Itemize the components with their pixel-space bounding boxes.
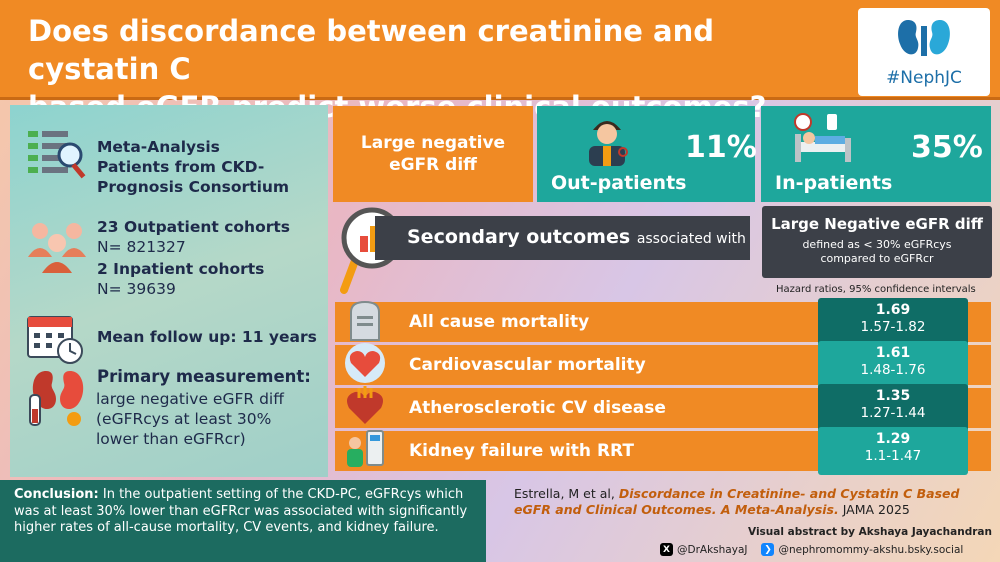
- hazard-ratio-box: 1.61 1.48-1.76: [818, 341, 968, 389]
- primary-measurement-line-2: (eGFRcys at least 30%: [96, 410, 272, 428]
- outcome-row: Atherosclerotic CV disease 1.35 1.27-1.4…: [335, 384, 991, 432]
- x-handle-text: @DrAkshayaJ: [677, 543, 748, 556]
- definition-box: Large Negative eGFR diff defined as < 30…: [762, 206, 992, 278]
- outpatient-percent: 11%: [685, 130, 757, 165]
- citation: Estrella, M et al, Discordance in Creati…: [514, 486, 974, 518]
- hazard-ratio-caption: Hazard ratios, 95% confidence intervals: [776, 284, 976, 295]
- nephjc-logo: #NephJC: [858, 8, 990, 96]
- mean-followup: Mean follow up: 11 years: [97, 328, 317, 346]
- confidence-interval: 1.57-1.82: [860, 319, 926, 335]
- title-line-1: Does discordance between creatinine and …: [28, 14, 714, 86]
- citation-journal: JAMA 2025: [842, 502, 910, 517]
- study-type: Meta-Analysis: [97, 138, 220, 156]
- definition-line-1: defined as < 30% eGFRcys: [802, 238, 952, 251]
- outpatient-doctor-icon: [589, 121, 628, 166]
- primary-measurement-line-1: large negative eGFR diff: [96, 390, 284, 408]
- inpatient-prevalence-box: 35% In-patients: [761, 106, 991, 202]
- hazard-ratio: 1.61: [875, 345, 911, 361]
- social-handles: X @DrAkshayaJ ❯ @nephromommy-akshu.bsky.…: [660, 543, 963, 556]
- dialysis-icon: [347, 430, 384, 467]
- heart-icon: [345, 343, 385, 383]
- hazard-ratio-box: 1.29 1.1-1.47: [818, 427, 968, 475]
- neg-label-line-2: eGFR diff: [389, 155, 477, 175]
- tombstone-icon: [350, 300, 380, 341]
- secondary-title: Secondary outcomes: [407, 226, 631, 248]
- outcome-label: Atherosclerotic CV disease: [409, 398, 666, 418]
- study-population-1: Patients from CKD-: [97, 158, 265, 176]
- x-handle[interactable]: X @DrAkshayaJ: [660, 543, 747, 556]
- heart-vessel-icon: [347, 386, 383, 424]
- conclusion-text: In the outpatient setting of the CKD-PC,…: [14, 487, 468, 535]
- confidence-interval: 1.1-1.47: [864, 448, 922, 464]
- outcome-row: Cardiovascular mortality 1.61 1.48-1.76: [335, 341, 991, 389]
- calendar-clock-icon: [27, 316, 83, 364]
- citation-title: Discordance in Creatinine- and Cystatin …: [514, 486, 960, 517]
- bluesky-logo-icon: ❯: [761, 543, 775, 556]
- logo-text: #NephJC: [886, 68, 962, 88]
- definition-line-2: compared to eGFRcr: [820, 252, 934, 265]
- study-population-2: Prognosis Consortium: [97, 178, 290, 196]
- hazard-ratio-box: 1.69 1.57-1.82: [818, 298, 968, 346]
- people-group-icon: [28, 223, 86, 273]
- outpatient-label: Out-patients: [551, 172, 687, 194]
- large-negative-label-box: Large negative eGFR diff: [333, 106, 533, 202]
- neg-label-line-1: Large negative: [360, 133, 506, 153]
- outcome-label: Kidney failure with RRT: [409, 441, 634, 461]
- conclusion-label: Conclusion:: [14, 487, 99, 502]
- inpatient-percent: 35%: [911, 130, 983, 165]
- confidence-interval: 1.48-1.76: [860, 362, 926, 378]
- primary-measurement-title: Primary measurement:: [97, 367, 311, 386]
- outcome-row: All cause mortality 1.69 1.57-1.82: [335, 298, 991, 346]
- bluesky-handle-text: @nephromommy-akshu.bsky.social: [778, 543, 964, 556]
- x-logo-icon: X: [660, 543, 673, 556]
- citation-authors: Estrella, M et al,: [514, 486, 615, 501]
- conclusion-box: Conclusion: In the outpatient setting of…: [0, 480, 486, 562]
- study-info-panel: Meta-Analysis Patients from CKD- Prognos…: [10, 105, 328, 477]
- inpatient-label: In-patients: [775, 172, 893, 194]
- outpatient-prevalence-box: 11% Out-patients: [537, 106, 757, 202]
- inpatient-cohorts: 2 Inpatient cohorts: [97, 260, 265, 278]
- hazard-ratio: 1.69: [875, 302, 911, 318]
- confidence-interval: 1.27-1.44: [860, 405, 926, 421]
- definition-title: Large Negative eGFR diff: [771, 215, 983, 233]
- inpatient-n: N= 39639: [97, 280, 176, 298]
- outpatient-cohorts: 23 Outpatient cohorts: [97, 218, 291, 236]
- primary-measurement-line-3: lower than eGFRcr): [96, 430, 246, 448]
- hazard-ratio-box: 1.35 1.27-1.44: [818, 384, 968, 432]
- bluesky-handle[interactable]: ❯ @nephromommy-akshu.bsky.social: [761, 543, 963, 556]
- kidney-test-tube-icon: [29, 371, 84, 426]
- secondary-assoc: associated with: [636, 231, 746, 247]
- kidney-logo-icon: [898, 20, 950, 56]
- outpatient-n: N= 821327: [97, 238, 186, 256]
- secondary-outcomes-bar: Secondary outcomes associated with: [375, 216, 750, 260]
- checklist-magnifier-icon: [28, 131, 86, 179]
- hazard-ratio: 1.35: [875, 388, 911, 404]
- outcome-row: Kidney failure with RRT 1.29 1.1-1.47: [335, 427, 991, 475]
- outcome-label: All cause mortality: [409, 312, 590, 332]
- hazard-ratio: 1.29: [875, 431, 911, 447]
- visual-abstract-credit: Visual abstract by Akshaya Jayachandran: [748, 526, 992, 538]
- outcome-label: Cardiovascular mortality: [409, 355, 646, 375]
- hospital-bed-icon: [794, 113, 851, 162]
- header-banner: Does discordance between creatinine and …: [0, 0, 1000, 124]
